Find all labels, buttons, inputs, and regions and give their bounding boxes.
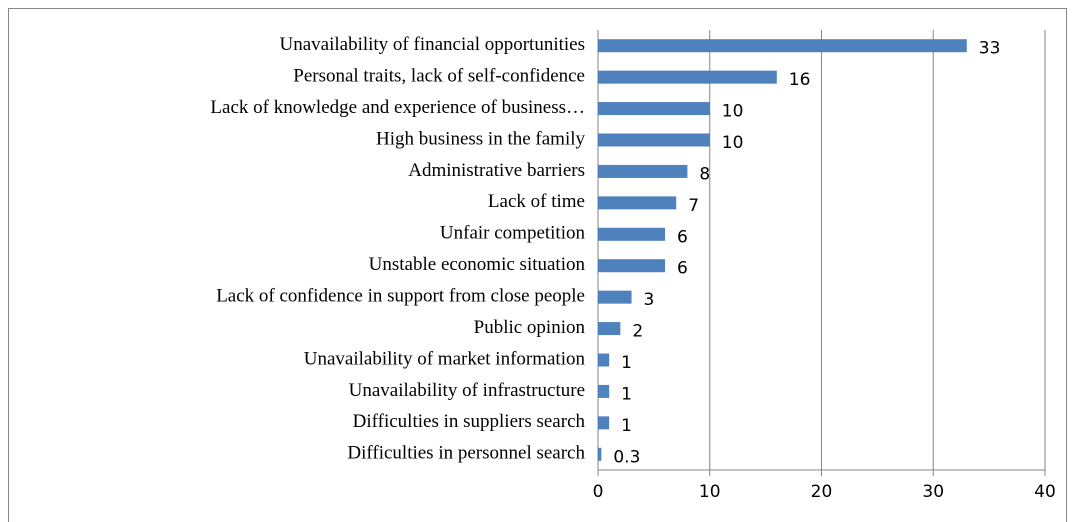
y-tick-label: Lack of knowledge and experience of busi… [210, 97, 585, 118]
bar [598, 70, 777, 84]
value-label: 16 [789, 70, 811, 90]
bar [598, 259, 666, 273]
x-tick-label: 40 [1034, 482, 1056, 502]
bar [598, 133, 710, 147]
y-tick-label: Personal traits, lack of self-confidence [293, 66, 585, 87]
bar [598, 102, 710, 116]
value-label: 33 [979, 39, 1001, 59]
y-tick-label: Public opinion [474, 317, 586, 338]
value-label: 0.3 [613, 447, 640, 467]
y-tick-label: Unavailability of infrastructure [349, 380, 585, 401]
y-tick-label: Difficulties in suppliers search [353, 411, 586, 432]
bar [598, 196, 677, 210]
value-label: 1 [621, 416, 632, 436]
bar [598, 227, 666, 241]
bar [598, 290, 632, 304]
bar [598, 447, 602, 461]
value-label: 1 [621, 384, 632, 404]
x-tick-label: 20 [811, 482, 833, 502]
x-tick-label: 0 [593, 482, 604, 502]
chart-border [8, 8, 1067, 522]
value-label: 7 [688, 196, 699, 216]
bar [598, 353, 610, 367]
value-label: 10 [722, 102, 744, 122]
value-label: 10 [722, 133, 744, 153]
value-label: 2 [632, 322, 643, 342]
y-tick-label: Lack of time [488, 191, 585, 212]
bar [598, 39, 967, 53]
y-tick-label: Unavailability of financial opportunitie… [279, 34, 585, 55]
x-tick-label: 30 [922, 482, 944, 502]
bar [598, 384, 610, 398]
y-tick-label: Administrative barriers [408, 160, 585, 181]
value-label: 6 [677, 227, 688, 247]
bar [598, 322, 621, 336]
value-label: 1 [621, 353, 632, 373]
y-tick-label: High business in the family [376, 128, 585, 149]
y-tick-label: Lack of confidence in support from close… [216, 286, 585, 307]
value-label: 8 [699, 164, 710, 184]
value-label: 3 [644, 290, 655, 310]
bar [598, 416, 610, 430]
y-tick-label: Difficulties in personnel search [347, 443, 585, 464]
x-tick-label: 10 [699, 482, 721, 502]
y-tick-label: Unstable economic situation [369, 254, 586, 275]
bar [598, 164, 688, 178]
y-tick-label: Unavailability of market information [304, 348, 586, 369]
y-tick-label: Unfair competition [440, 223, 586, 244]
value-label: 6 [677, 259, 688, 279]
